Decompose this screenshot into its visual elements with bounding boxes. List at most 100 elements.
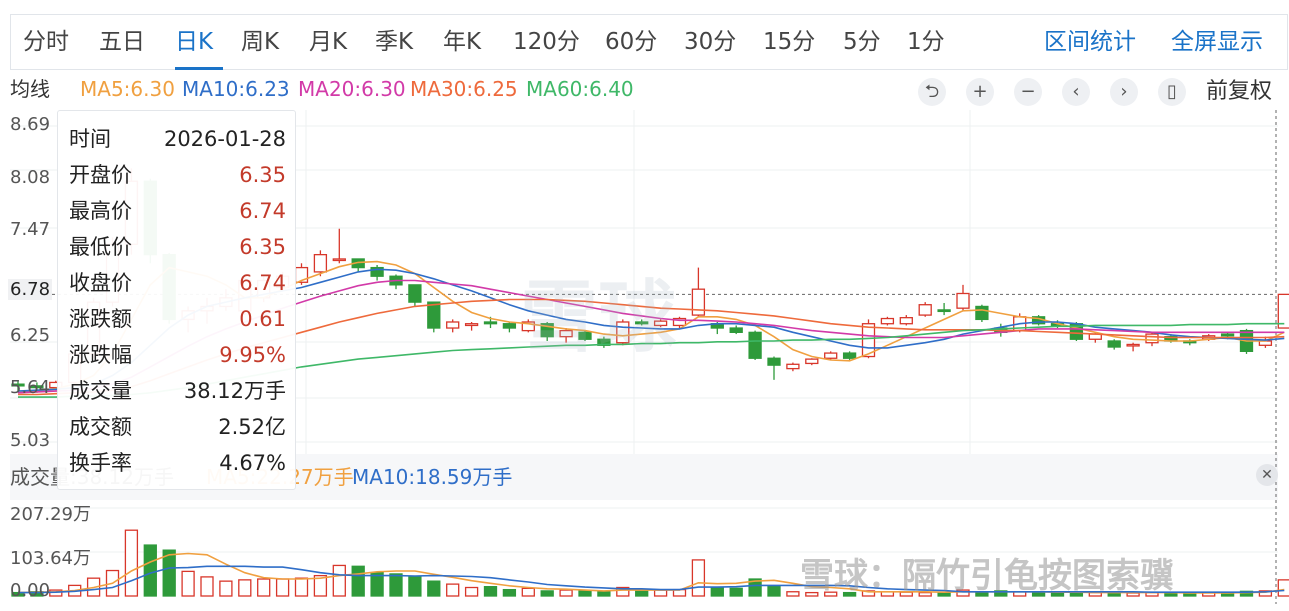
tab-rik[interactable]: 日K [175, 29, 214, 55]
tooltip-row: 成交量 38.12万手 [58, 373, 297, 409]
price-axis-label: 7.47 [10, 219, 51, 241]
volume-bar [578, 590, 592, 597]
tab-wuri[interactable]: 五日 [99, 29, 145, 55]
price-axis-label: 8.08 [10, 166, 51, 188]
candle-body [786, 363, 800, 370]
volume-bar [464, 586, 479, 597]
candle-body [521, 321, 535, 332]
candle-body [880, 317, 895, 325]
volume-bar [294, 577, 309, 597]
candle-body [748, 331, 762, 359]
tooltip-key: 收盘价 [69, 271, 132, 295]
volume-bar [994, 590, 1008, 597]
volume-bar [1239, 590, 1254, 597]
legend-ma5: MA5:6.30 [80, 77, 175, 101]
range-stats-button[interactable]: 区间统计 [1044, 29, 1136, 55]
volume-bar [483, 586, 498, 597]
ma-legend-label: 均线 [10, 77, 50, 101]
volume-bar [162, 549, 176, 597]
candle-body [635, 321, 649, 325]
volume-bar [842, 591, 857, 597]
tab-zhouk[interactable]: 周K [241, 29, 280, 55]
candle-body [408, 284, 422, 303]
volume-axis-label: 0.00 [10, 580, 51, 601]
tooltip-key: 涨跌额 [69, 307, 132, 331]
volume-bar [635, 590, 649, 597]
candle-body [1145, 333, 1159, 344]
undo-icon[interactable]: ⮌ [918, 78, 946, 106]
next-icon[interactable]: › [1110, 78, 1138, 106]
candle-body [824, 352, 838, 359]
tooltip-key: 最高价 [69, 199, 132, 223]
candle-body [975, 305, 989, 321]
volume-bar [710, 586, 724, 597]
candle-body [1126, 343, 1140, 347]
tab-60min[interactable]: 60分 [605, 29, 658, 55]
close-volume-icon[interactable]: ✕ [1256, 464, 1278, 486]
tab-120min[interactable]: 120分 [513, 29, 580, 55]
candle-body [956, 292, 970, 309]
candle-icon[interactable]: ▯ [1158, 78, 1186, 106]
tab-fenshi[interactable]: 分时 [23, 29, 69, 55]
volume-bar [313, 574, 328, 597]
prev-icon[interactable]: ‹ [1062, 78, 1090, 106]
watermark-logo: 雪球 [520, 273, 677, 363]
candle-body [805, 358, 819, 365]
volume-bar [446, 583, 460, 597]
candle-body [332, 258, 346, 262]
price-axis-label: 6.78 [8, 278, 53, 300]
tooltip-value: 2026-01-28 [163, 127, 286, 151]
legend-ma10: MA10:6.23 [182, 77, 290, 101]
volume-bar [653, 589, 668, 597]
adjust-mode-button[interactable]: 前复权 [1206, 79, 1273, 104]
candle-body [729, 327, 743, 333]
fullscreen-button[interactable]: 全屏显示 [1171, 29, 1263, 55]
candle-body [597, 338, 611, 346]
zoom-in-icon[interactable]: + [966, 78, 994, 106]
tooltip-row: 换手率 4.67% [58, 445, 297, 481]
candle-body [464, 323, 479, 327]
candle-body [691, 288, 706, 316]
candle-body [11, 383, 25, 387]
volume-bar [861, 590, 876, 597]
volume-bar [824, 591, 838, 597]
volume-bar [521, 587, 535, 597]
tooltip-row: 最高价 6.74 [58, 193, 297, 229]
tooltip-row: 成交额 2.52亿 [58, 409, 297, 445]
volume-bar [1258, 590, 1273, 597]
volume-bar [238, 579, 252, 597]
candle-body [578, 331, 592, 340]
tab-30min[interactable]: 30分 [684, 29, 737, 55]
volume-bar [143, 544, 157, 597]
tab-15min[interactable]: 15分 [763, 29, 816, 55]
candle-body [483, 321, 498, 325]
candle-body [502, 323, 517, 329]
tab-jik[interactable]: 季K [375, 29, 414, 55]
tooltip-value: 9.95% [219, 343, 286, 367]
volume-bar [767, 586, 781, 597]
price-axis-label: 8.69 [10, 114, 51, 135]
tab-1min[interactable]: 1分 [907, 29, 945, 55]
volume-bar [540, 590, 554, 597]
volume-ma-line-ma10 [18, 565, 1285, 594]
volume-bar [805, 591, 819, 597]
zoom-out-icon[interactable]: − [1014, 78, 1042, 106]
candle-body [767, 357, 781, 366]
tab-niank[interactable]: 年K [443, 29, 482, 55]
volume-axis-label: 103.64万 [10, 548, 91, 569]
volume-bar [616, 586, 630, 597]
candle-body [842, 352, 857, 359]
tab-5min[interactable]: 5分 [843, 29, 881, 55]
tooltip-row: 涨跌额 0.61 [58, 301, 297, 337]
volume-bar [502, 588, 517, 597]
candle-body [313, 253, 328, 273]
candle-body [446, 321, 460, 329]
volume-bar [275, 578, 290, 597]
tooltip-value: 6.74 [239, 199, 286, 223]
tooltip-value: 0.61 [239, 307, 286, 331]
candle-body [1107, 340, 1121, 348]
tooltip-row: 开盘价 6.35 [58, 157, 297, 193]
volume-bar [1050, 592, 1065, 597]
volume-bar [1277, 579, 1289, 597]
tab-yuek[interactable]: 月K [309, 29, 348, 55]
